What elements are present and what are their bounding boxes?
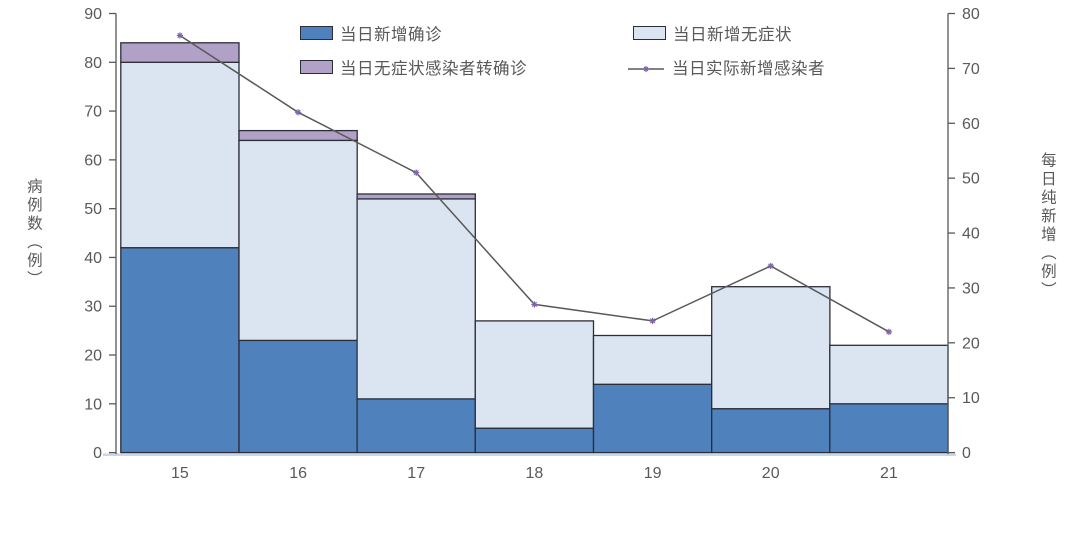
x-axis-tick-label: 18 bbox=[526, 465, 544, 482]
bar-segment-confirmed[interactable] bbox=[474, 427, 595, 454]
bar-segment-converted[interactable] bbox=[238, 129, 358, 142]
left-axis-tick-label: 50 bbox=[84, 201, 102, 218]
bar-segment-confirmed[interactable] bbox=[356, 398, 476, 454]
bar-segment-confirmed[interactable] bbox=[238, 339, 358, 454]
x-axis-tick-label: 20 bbox=[762, 465, 780, 482]
left-axis-tick-label: 40 bbox=[84, 250, 102, 267]
x-axis-baseline bbox=[103, 453, 956, 456]
trend-marker-icon bbox=[176, 32, 183, 39]
right-axis-tick-label: 50 bbox=[962, 171, 980, 188]
left-axis-tick-label: 70 bbox=[84, 104, 102, 121]
bar-segment-asymptomatic[interactable] bbox=[238, 139, 358, 342]
x-axis-tick-label: 15 bbox=[171, 465, 189, 482]
right-axis-tick-label: 20 bbox=[962, 335, 980, 352]
left-axis-tick-label: 10 bbox=[84, 396, 102, 413]
bar-segment-converted[interactable] bbox=[120, 42, 240, 63]
trend-marker-icon bbox=[531, 301, 538, 308]
left-axis-tick-label: 20 bbox=[84, 348, 102, 365]
confirmed-swatch-icon bbox=[300, 26, 333, 40]
x-axis-tick-label: 21 bbox=[880, 465, 898, 482]
x-axis-tick-label: 16 bbox=[289, 465, 307, 482]
left-axis-tick-label: 30 bbox=[84, 299, 102, 316]
bar-segment-asymptomatic[interactable] bbox=[474, 320, 595, 429]
bar-segment-confirmed[interactable] bbox=[711, 408, 831, 454]
legend-label-converted: 当日无症状感染者转确诊 bbox=[340, 60, 527, 78]
right-axis-tick-label: 60 bbox=[962, 116, 980, 133]
trend-marker-icon bbox=[885, 328, 893, 335]
bar-segment-converted[interactable] bbox=[356, 193, 476, 200]
converted-swatch-icon bbox=[300, 60, 333, 74]
legend-item-actual-new[interactable]: 当日实际新增感染者 bbox=[627, 55, 825, 79]
legend-item-asymptomatic[interactable]: 当日新增无症状 bbox=[633, 21, 792, 45]
trend-marker-icon bbox=[649, 317, 656, 324]
bar-segment-asymptomatic[interactable] bbox=[711, 286, 831, 410]
trend-marker-icon bbox=[413, 169, 420, 176]
bar-segment-asymptomatic[interactable] bbox=[592, 334, 713, 385]
bar-segment-asymptomatic[interactable] bbox=[356, 198, 476, 400]
trend-marker-icon bbox=[294, 109, 302, 116]
right-axis-tick-label: 30 bbox=[962, 280, 980, 297]
left-axis-tick-label: 80 bbox=[84, 55, 102, 72]
asymptomatic-swatch-icon bbox=[633, 26, 666, 40]
left-axis-title: 病例数（例） bbox=[24, 178, 42, 289]
right-axis-tick-label: 70 bbox=[962, 61, 980, 78]
trend-marker-icon bbox=[767, 262, 774, 270]
bar-segment-confirmed[interactable] bbox=[592, 383, 713, 454]
legend-label-actual-new: 当日实际新增感染者 bbox=[672, 60, 825, 78]
right-axis-tick-label: 10 bbox=[962, 390, 980, 407]
x-axis-tick-label: 19 bbox=[644, 465, 662, 482]
right-axis-tick-label: 0 bbox=[962, 445, 971, 462]
line-marker-swatch-icon bbox=[627, 61, 665, 73]
bar-segment-asymptomatic[interactable] bbox=[120, 61, 240, 249]
right-axis-tick-label: 40 bbox=[962, 226, 980, 243]
right-axis-title: 每日纯新增（例） bbox=[1038, 152, 1056, 300]
legend-label-confirmed: 当日新增确诊 bbox=[340, 26, 442, 44]
left-axis-tick-label: 0 bbox=[93, 445, 102, 462]
x-axis-tick-label: 17 bbox=[407, 465, 425, 482]
right-axis-tick-label: 80 bbox=[962, 6, 980, 23]
left-axis-tick-label: 60 bbox=[84, 152, 102, 169]
legend-item-converted[interactable]: 当日无症状感染者转确诊 bbox=[300, 55, 527, 79]
bar-segment-confirmed[interactable] bbox=[829, 403, 949, 454]
legend-item-confirmed[interactable]: 当日新增确诊 bbox=[300, 21, 442, 45]
bar-segment-asymptomatic[interactable] bbox=[829, 344, 949, 405]
legend-label-asymptomatic: 当日新增无症状 bbox=[673, 26, 792, 44]
bar-segment-confirmed[interactable] bbox=[120, 247, 240, 454]
left-axis-tick-label: 90 bbox=[84, 6, 102, 23]
